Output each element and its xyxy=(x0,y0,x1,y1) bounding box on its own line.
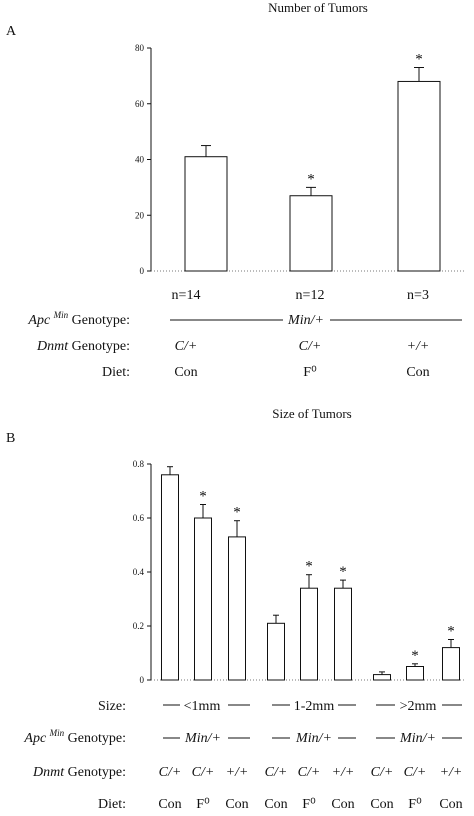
size-group-label: >2mm xyxy=(400,699,437,714)
panel-a-dnmt-genotype-label: Dnmt Genotype: xyxy=(36,339,130,354)
significance-asterisk: * xyxy=(411,648,419,664)
size-group-label: <1mm xyxy=(184,699,221,714)
dnmt-gene-name: Dnmt xyxy=(36,339,69,354)
y-tick-label: 0.6 xyxy=(133,513,145,523)
panel-b-dnmt-row: C/+ C/+ +/+ C/+ C/+ +/+ C/+ C/+ +/+ xyxy=(159,765,463,780)
y-tick-label: 0.4 xyxy=(133,567,145,577)
panel-a-n-label: n=14 xyxy=(172,288,201,303)
bar xyxy=(397,80,441,272)
dnmt-gene-name: Dnmt xyxy=(32,765,65,780)
bar xyxy=(267,622,285,681)
apc-group-value: Min/+ xyxy=(399,731,436,746)
significance-asterisk: * xyxy=(305,559,313,575)
apc-superscript: Min xyxy=(53,310,69,320)
diet-value: Con xyxy=(264,797,287,812)
y-tick-label: 0 xyxy=(140,675,145,685)
dnmt-genotype-value: C/+ xyxy=(265,765,288,780)
apc-gene-name: Apc xyxy=(23,731,47,746)
bar xyxy=(289,195,333,272)
bar xyxy=(373,674,391,681)
diet-value: Con xyxy=(225,797,248,812)
diet-value: F⁰ xyxy=(302,797,316,812)
panel-a-n-label: n=12 xyxy=(296,288,325,303)
apc-group-value: Min/+ xyxy=(184,731,221,746)
diet-value: Con xyxy=(331,797,354,812)
panel-a-diet-value: Con xyxy=(406,365,429,380)
panel-b-apc-genotype-label: Apc Min Genotype: xyxy=(23,725,126,746)
panel-a-dnmt-value: +/+ xyxy=(407,339,430,354)
panel-b-diet-row: Con F⁰ Con Con F⁰ Con Con F⁰ Con xyxy=(158,797,462,812)
bar xyxy=(194,517,212,681)
diet-value: F⁰ xyxy=(408,797,422,812)
y-tick-label: 80 xyxy=(135,43,145,53)
diet-value: F⁰ xyxy=(196,797,210,812)
dnmt-genotype-value: +/+ xyxy=(440,765,463,780)
significance-asterisk: * xyxy=(415,52,423,68)
panel-a-apc-value: Min/+ xyxy=(287,313,324,328)
dnmt-genotype-value: C/+ xyxy=(371,765,394,780)
diet-value: Con xyxy=(370,797,393,812)
panel-a-title: Number of Tumors xyxy=(268,0,368,15)
apc-superscript: Min xyxy=(49,728,65,738)
panel-a-n-label: n=3 xyxy=(407,288,429,303)
significance-asterisk: * xyxy=(233,505,241,521)
bar xyxy=(406,666,424,681)
panel-a-diet-value: F⁰ xyxy=(303,365,317,380)
dnmt-genotype-value: +/+ xyxy=(332,765,355,780)
size-group-label: 1-2mm xyxy=(294,699,335,714)
apc-gene-name: Apc xyxy=(27,313,51,328)
dnmt-genotype-word: Genotype: xyxy=(68,765,126,780)
y-tick-label: 0.2 xyxy=(133,621,144,631)
panel-a-dnmt-value: C/+ xyxy=(175,339,198,354)
panel-b-diet-label: Diet: xyxy=(98,797,126,812)
y-tick-label: 0.8 xyxy=(133,459,145,469)
bar xyxy=(334,587,352,681)
y-tick-label: 60 xyxy=(135,99,145,109)
panel-b-plot: 0 0.2 0.4 0.6 0.8 * * * * * * xyxy=(133,459,466,685)
panel-b-dnmt-genotype-label: Dnmt Genotype: xyxy=(32,765,126,780)
panel-b-letter: B xyxy=(6,431,15,446)
panel-a-apc-genotype-label: Apc Min Genotype: xyxy=(27,307,130,328)
panel-b-size-label: Size: xyxy=(98,699,126,714)
panel-a-dnmt-value: C/+ xyxy=(299,339,322,354)
y-tick-label: 40 xyxy=(135,155,145,165)
diet-value: Con xyxy=(158,797,181,812)
panel-a-diet-label: Diet: xyxy=(102,365,130,380)
diet-value: Con xyxy=(439,797,462,812)
panel-a-diet-value: Con xyxy=(174,365,197,380)
bar xyxy=(161,474,179,681)
dnmt-genotype-word: Genotype: xyxy=(72,339,130,354)
y-tick-label: 0 xyxy=(140,266,145,276)
significance-asterisk: * xyxy=(307,171,315,187)
dnmt-genotype-value: C/+ xyxy=(192,765,215,780)
y-tick-label: 20 xyxy=(135,210,145,220)
significance-asterisk: * xyxy=(199,489,207,505)
dnmt-genotype-value: C/+ xyxy=(298,765,321,780)
apc-group-value: Min/+ xyxy=(295,731,332,746)
dnmt-genotype-value: C/+ xyxy=(404,765,427,780)
panel-a-letter: A xyxy=(6,24,17,39)
bar xyxy=(442,647,460,681)
dnmt-genotype-value: +/+ xyxy=(226,765,249,780)
panel-b-title: Size of Tumors xyxy=(272,406,351,421)
panel-a-plot: 0 20 40 60 80 * * xyxy=(135,43,466,276)
bar xyxy=(300,587,318,681)
dnmt-genotype-value: C/+ xyxy=(159,765,182,780)
apc-genotype-word: Genotype: xyxy=(72,313,130,328)
apc-genotype-word: Genotype: xyxy=(68,731,126,746)
significance-asterisk: * xyxy=(339,564,347,580)
bar xyxy=(184,156,228,272)
significance-asterisk: * xyxy=(447,624,455,640)
bar xyxy=(228,536,246,681)
